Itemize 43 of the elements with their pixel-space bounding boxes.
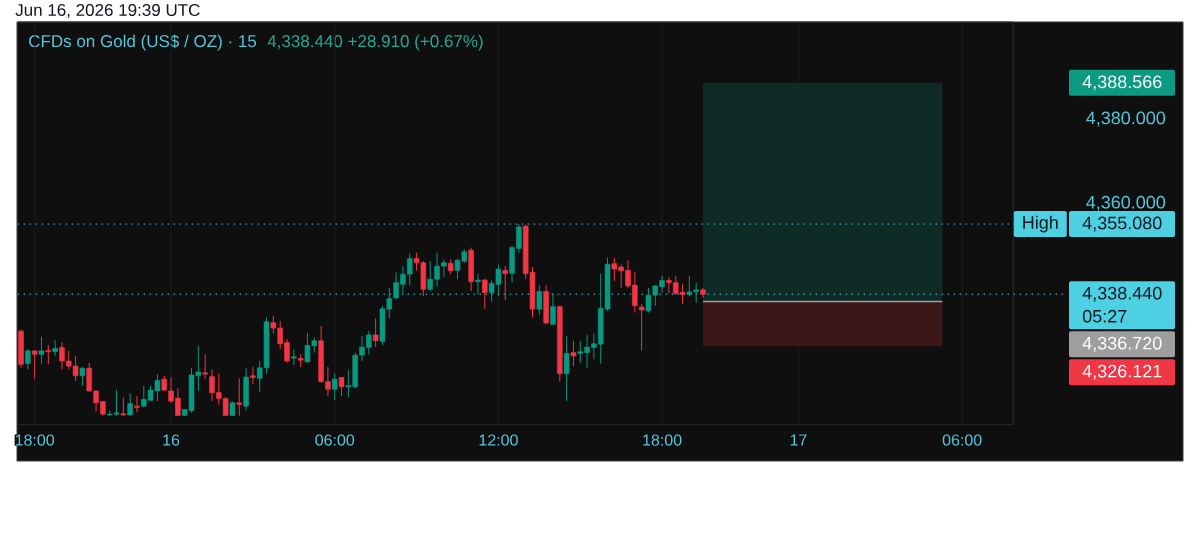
- candlestick: [236, 377, 243, 417]
- ref-line-label: High: [1023, 215, 1058, 233]
- candlestick: [31, 349, 38, 380]
- text: 4,336.720: [1082, 336, 1162, 352]
- candlestick: [372, 317, 379, 348]
- x-tick-label: 06:00: [942, 434, 982, 446]
- candlestick: [536, 284, 543, 316]
- x-tick-label: 06:00: [315, 434, 355, 446]
- candlestick: [120, 397, 127, 417]
- candlestick: [202, 353, 208, 380]
- x-tick-label: 12:00: [479, 434, 518, 446]
- x-tick-label: 18:00: [643, 434, 682, 446]
- candlestick: [550, 292, 556, 326]
- candlestick: [482, 278, 488, 310]
- candlestick: [127, 392, 133, 417]
- candlestick: [338, 376, 345, 397]
- candlestick: [475, 273, 481, 295]
- y-tick-label: 4,360.000: [1086, 195, 1166, 211]
- candlestick: [79, 366, 86, 387]
- text: 4,338.440: [1082, 286, 1162, 302]
- y-tick-label: 4,380.000: [1086, 111, 1166, 127]
- text: 4,355.080: [1082, 216, 1162, 232]
- candlestick: [38, 336, 45, 365]
- candlestick: [52, 339, 58, 357]
- x-tick-label: 17: [790, 434, 807, 446]
- text: 4,326.121: [1082, 364, 1162, 380]
- x-tick-label: 16: [163, 434, 180, 446]
- candlestick: [570, 340, 577, 367]
- candlestick: [25, 348, 31, 370]
- candlestick: [250, 366, 256, 385]
- text: 4,338.440 +28.910 (+0.67%): [267, 34, 483, 51]
- text: 05:27: [1082, 309, 1127, 323]
- candlestick: [638, 303, 645, 351]
- candlestick: [331, 372, 338, 401]
- text: CFDs on Gold (US$ / OZ) · 15: [29, 34, 257, 51]
- candlestick: [563, 335, 570, 402]
- candlestick: [427, 260, 433, 292]
- text: 4,388.566: [1082, 75, 1162, 91]
- text: Jun 16, 2026 19:39 UTC: [15, 3, 200, 19]
- candlestick: [45, 344, 52, 365]
- x-tick-label: 18:00: [15, 434, 55, 446]
- candlestick: [134, 395, 140, 413]
- candlestick: [502, 265, 508, 301]
